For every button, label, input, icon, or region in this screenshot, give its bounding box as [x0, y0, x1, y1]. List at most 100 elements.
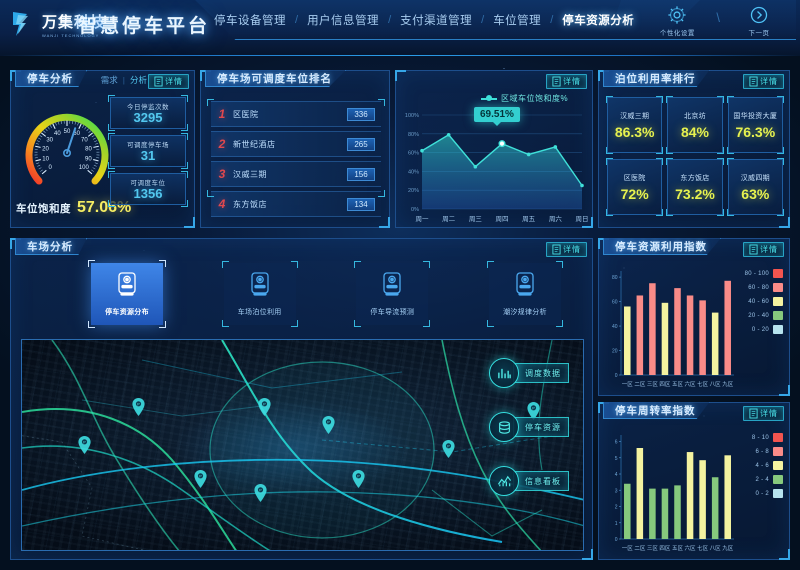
detail-button-label: 详情: [563, 77, 581, 86]
document-icon: [552, 76, 561, 87]
legend-swatch: [773, 475, 783, 484]
map-button-2[interactable]: 信息看板: [489, 466, 569, 496]
utilization-card-value: 86.3%: [614, 123, 655, 140]
ranking-row[interactable]: 2 新世纪酒店 265: [211, 131, 381, 157]
svg-text:80%: 80%: [408, 132, 419, 138]
legend-row: 6 - 8: [752, 447, 783, 456]
svg-text:60: 60: [612, 300, 618, 306]
legend-label: 20 - 40: [748, 312, 769, 319]
ranking-row[interactable]: 1 区医院 336: [211, 101, 381, 127]
utilization-card[interactable]: 区医院 72%: [606, 158, 664, 216]
map-pin-icon[interactable]: P: [254, 484, 267, 502]
parking-meter-icon: [115, 271, 139, 302]
parking-analysis-title: 停车分析: [15, 70, 87, 87]
document-icon: [749, 76, 758, 87]
legend-row: 60 - 80: [745, 283, 783, 292]
legend-swatch: [773, 283, 783, 292]
svg-text:70: 70: [81, 137, 88, 143]
detail-button-lot-analysis[interactable]: 详情: [546, 242, 587, 257]
header-actions: 个性化设置 \ 下一页: [648, 4, 788, 37]
svg-text:6: 6: [615, 440, 618, 446]
ranking-row[interactable]: 3 汉威三期 156: [211, 161, 381, 187]
legend-row: 0 - 20: [745, 325, 783, 334]
map-pin-icon[interactable]: P: [322, 416, 335, 434]
svg-text:20: 20: [42, 146, 49, 152]
svg-text:三区: 三区: [647, 381, 659, 388]
svg-text:P: P: [83, 441, 86, 445]
rank-value: 336: [347, 107, 375, 121]
nav-item-3[interactable]: 车位管理: [493, 15, 542, 27]
legend-swatch: [773, 489, 783, 498]
ranking-panel: 停车场可调度车位排名 1 区医院 336 2 新世纪酒店 265 3 汉威三期 156 4 东方饭店…: [200, 70, 390, 228]
utilization-card[interactable]: 东方饭店 73.2%: [666, 158, 724, 216]
bar: [724, 455, 731, 539]
map-button-label: 信息看板: [513, 471, 569, 491]
mode-card-2[interactable]: 停车导流预测: [354, 261, 431, 327]
mode-card-label: 潮汐规律分析: [503, 309, 547, 316]
legend-swatch: [773, 447, 783, 456]
detail-button-utilization[interactable]: 详情: [743, 74, 784, 89]
stat-value: 1356: [133, 185, 163, 201]
map-pin-icon[interactable]: P: [194, 470, 207, 488]
svg-text:三区: 三区: [647, 545, 659, 552]
bar: [699, 460, 706, 539]
bar: [674, 288, 681, 375]
map-pin-icon[interactable]: P: [442, 440, 455, 458]
nav-item-1[interactable]: 用户信息管理: [307, 15, 380, 27]
next-page-button[interactable]: 下一页: [730, 4, 788, 37]
map-button-0[interactable]: 调度数据: [489, 358, 569, 388]
nav-item-4[interactable]: 停车资源分析: [562, 15, 635, 27]
city-map[interactable]: P P P P P P P P P 调度数据停车资源信息看板: [21, 339, 584, 551]
map-pin-icon[interactable]: P: [352, 470, 365, 488]
utilization-card-name: 汉威三期: [620, 112, 650, 120]
mode-card-label: 车场泊位利用: [237, 309, 282, 316]
ranking-row[interactable]: 4 东方饭店 134: [211, 191, 381, 217]
stat-card-1: 可调度停车场 31: [108, 133, 188, 169]
svg-text:40: 40: [54, 131, 61, 137]
utilization-card[interactable]: 汉威四期 63%: [726, 158, 784, 216]
legend-label: 6 - 8: [755, 448, 769, 455]
tab-demand[interactable]: 需求: [100, 75, 118, 85]
rank-number: 1: [218, 107, 226, 121]
header-separator: \: [716, 10, 720, 25]
stat-label: 今日停监次数: [127, 103, 169, 111]
svg-text:0: 0: [615, 537, 618, 543]
bar: [711, 312, 719, 375]
utilization-card-value: 84%: [680, 123, 709, 140]
legend-swatch: [773, 311, 783, 320]
svg-text:周一: 周一: [416, 215, 430, 223]
nav-item-2[interactable]: 支付渠道管理: [400, 15, 473, 27]
mode-card-1[interactable]: 车场泊位利用: [221, 261, 298, 327]
lot-analysis-mode-tabs: 停车资源分布 车场泊位利用 停车导流预测 潮汐规律分析: [88, 260, 563, 328]
map-pin-icon[interactable]: P: [258, 398, 271, 416]
document-icon: [154, 76, 163, 87]
detail-button-parking-analysis[interactable]: 详情: [148, 74, 189, 89]
utilization-card[interactable]: 北京坊 84%: [666, 96, 724, 154]
svg-text:八区: 八区: [710, 381, 722, 388]
bar: [724, 280, 731, 375]
nav-item-0[interactable]: 停车设备管理: [214, 15, 286, 27]
svg-text:80: 80: [85, 146, 92, 152]
svg-text:四区: 四区: [659, 381, 671, 388]
svg-text:七区: 七区: [697, 380, 709, 388]
map-pin-icon[interactable]: P: [527, 402, 540, 420]
svg-text:30: 30: [46, 137, 53, 143]
detail-button-resource-index[interactable]: 详情: [743, 242, 784, 257]
svg-text:周五: 周五: [522, 215, 536, 223]
mode-card-0[interactable]: 停车资源分布: [88, 260, 166, 328]
tab-separator: |: [122, 75, 125, 85]
settings-button[interactable]: 个性化设置: [648, 4, 706, 37]
map-button-1[interactable]: 停车资源: [489, 412, 569, 442]
map-pin-icon[interactable]: P: [132, 398, 145, 416]
detail-button-turnover-index[interactable]: 详情: [743, 406, 784, 421]
detail-button-saturation-chart[interactable]: 详情: [546, 74, 587, 89]
mode-card-3[interactable]: 潮汐规律分析: [486, 261, 563, 327]
map-pin-icon[interactable]: P: [78, 436, 91, 454]
svg-text:七区: 七区: [697, 544, 709, 552]
utilization-card[interactable]: 汉威三期 86.3%: [606, 96, 664, 154]
utilization-card[interactable]: 国华投资大厦 76.3%: [726, 96, 784, 154]
rank-number: 4: [218, 197, 226, 211]
svg-text:六区: 六区: [685, 380, 697, 388]
tab-analysis[interactable]: 分析: [129, 75, 147, 85]
